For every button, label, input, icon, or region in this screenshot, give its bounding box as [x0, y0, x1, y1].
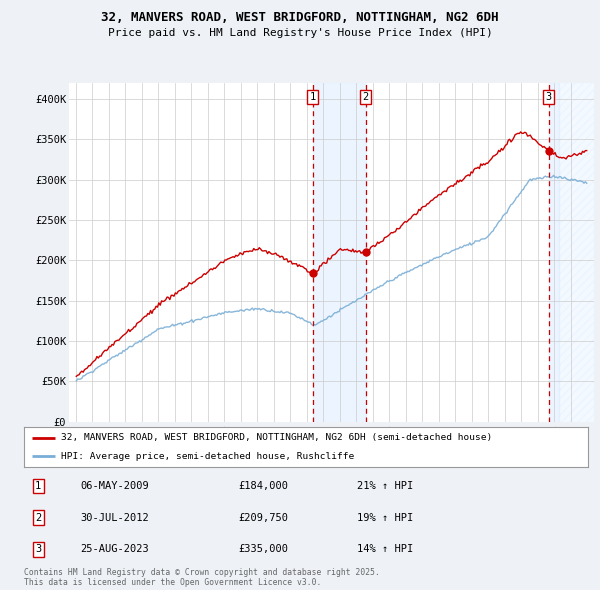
Text: HPI: Average price, semi-detached house, Rushcliffe: HPI: Average price, semi-detached house,… [61, 452, 354, 461]
Text: 25-AUG-2023: 25-AUG-2023 [80, 545, 149, 555]
Bar [548, 83, 559, 422]
Text: 1: 1 [310, 92, 316, 102]
Text: 2: 2 [363, 92, 369, 102]
Text: £184,000: £184,000 [238, 481, 289, 491]
Text: 3: 3 [35, 545, 41, 555]
Text: 32, MANVERS ROAD, WEST BRIDGFORD, NOTTINGHAM, NG2 6DH: 32, MANVERS ROAD, WEST BRIDGFORD, NOTTIN… [101, 11, 499, 24]
Text: £335,000: £335,000 [238, 545, 289, 555]
Text: Price paid vs. HM Land Registry's House Price Index (HPI): Price paid vs. HM Land Registry's House … [107, 28, 493, 38]
Text: 30-JUL-2012: 30-JUL-2012 [80, 513, 149, 523]
Bar [559, 83, 594, 422]
Text: Contains HM Land Registry data © Crown copyright and database right 2025.
This d: Contains HM Land Registry data © Crown c… [24, 568, 380, 587]
Text: 14% ↑ HPI: 14% ↑ HPI [357, 545, 413, 555]
Text: 21% ↑ HPI: 21% ↑ HPI [357, 481, 413, 491]
Text: 32, MANVERS ROAD, WEST BRIDGFORD, NOTTINGHAM, NG2 6DH (semi-detached house): 32, MANVERS ROAD, WEST BRIDGFORD, NOTTIN… [61, 434, 492, 442]
Text: 19% ↑ HPI: 19% ↑ HPI [357, 513, 413, 523]
Bar [313, 83, 366, 422]
Text: 06-MAY-2009: 06-MAY-2009 [80, 481, 149, 491]
Text: 2: 2 [35, 513, 41, 523]
Text: £209,750: £209,750 [238, 513, 289, 523]
Text: 3: 3 [545, 92, 552, 102]
Text: 1: 1 [35, 481, 41, 491]
